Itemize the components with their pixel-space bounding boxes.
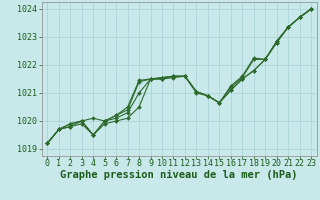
X-axis label: Graphe pression niveau de la mer (hPa): Graphe pression niveau de la mer (hPa): [60, 170, 298, 180]
